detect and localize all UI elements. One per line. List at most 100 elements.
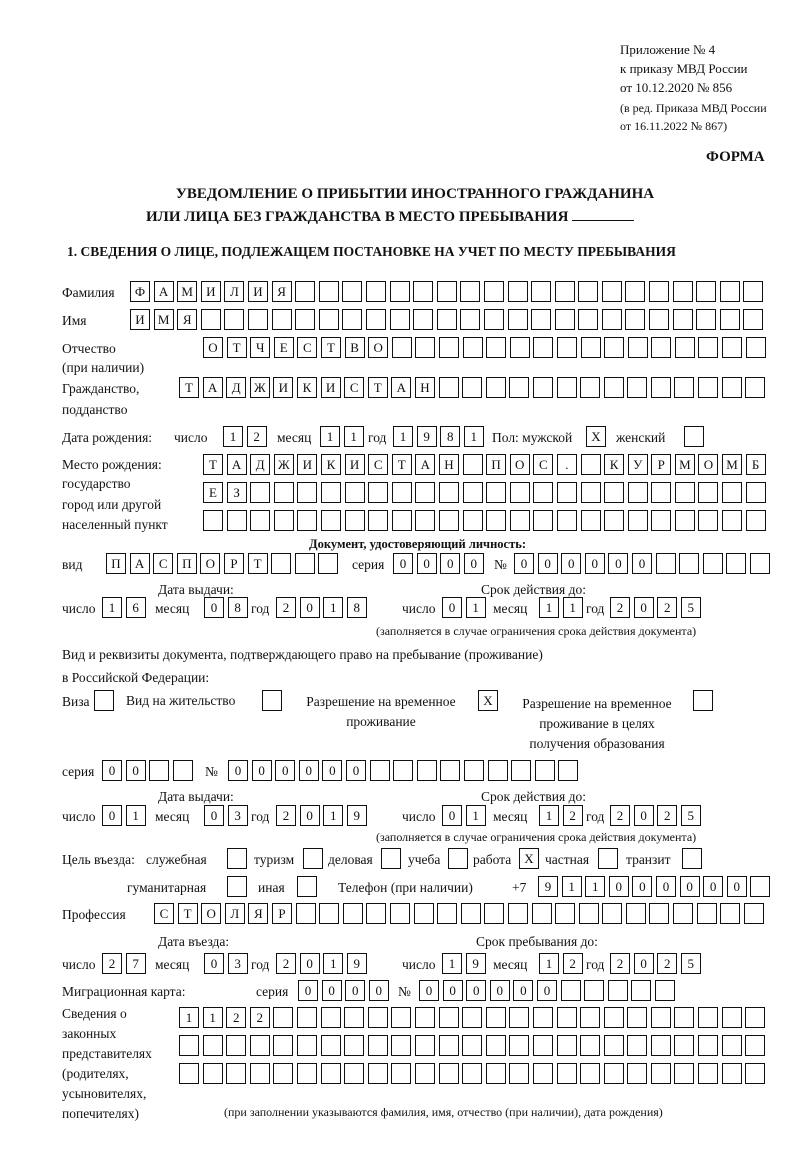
char-cell[interactable]: М bbox=[153, 309, 174, 330]
char-cell[interactable] bbox=[438, 510, 459, 531]
char-cell[interactable]: И bbox=[273, 377, 294, 398]
char-cell[interactable] bbox=[584, 980, 605, 1001]
char-cell[interactable] bbox=[485, 1007, 506, 1028]
char-cell[interactable] bbox=[486, 337, 507, 358]
char-cell[interactable]: 1 bbox=[539, 805, 559, 826]
char-cell[interactable] bbox=[249, 1063, 270, 1084]
char-cell[interactable] bbox=[601, 281, 622, 302]
char-cell[interactable]: 0 bbox=[726, 876, 747, 897]
char-cell[interactable] bbox=[554, 309, 575, 330]
char-cell[interactable] bbox=[391, 1063, 412, 1084]
char-cell[interactable]: П bbox=[176, 553, 197, 574]
char-cell[interactable]: 2 bbox=[562, 953, 583, 974]
char-cell[interactable]: 1 bbox=[223, 426, 243, 447]
checkbox-cell[interactable] bbox=[303, 848, 323, 869]
char-cell[interactable] bbox=[391, 1007, 412, 1028]
char-cell[interactable] bbox=[487, 760, 508, 781]
char-cell[interactable] bbox=[627, 510, 648, 531]
char-cell[interactable] bbox=[558, 760, 579, 781]
char-cell[interactable]: 2 bbox=[249, 1007, 270, 1028]
char-cell[interactable]: 2 bbox=[610, 805, 630, 826]
char-cell[interactable]: 0 bbox=[204, 805, 224, 826]
checkbox-cell[interactable] bbox=[297, 876, 317, 897]
char-cell[interactable] bbox=[745, 1035, 766, 1056]
char-cell[interactable] bbox=[273, 510, 294, 531]
char-cell[interactable]: 3 bbox=[227, 953, 248, 974]
char-cell[interactable] bbox=[533, 482, 554, 503]
char-cell[interactable] bbox=[460, 903, 481, 924]
char-cell[interactable]: А bbox=[153, 281, 174, 302]
char-cell[interactable] bbox=[578, 903, 599, 924]
char-cell[interactable] bbox=[344, 1035, 365, 1056]
char-cell[interactable]: 2 bbox=[102, 953, 122, 974]
char-cell[interactable]: С bbox=[153, 553, 174, 574]
char-cell[interactable]: 1 bbox=[125, 805, 146, 826]
char-cell[interactable]: 1 bbox=[585, 876, 606, 897]
char-cell[interactable] bbox=[580, 1063, 601, 1084]
char-cell[interactable] bbox=[507, 309, 528, 330]
char-cell[interactable]: А bbox=[202, 377, 223, 398]
char-cell[interactable] bbox=[578, 281, 599, 302]
char-cell[interactable]: И bbox=[130, 309, 150, 330]
char-cell[interactable]: 0 bbox=[561, 553, 582, 574]
char-cell[interactable]: 2 bbox=[276, 953, 296, 974]
char-cell[interactable] bbox=[271, 553, 292, 574]
char-cell[interactable] bbox=[556, 337, 577, 358]
char-cell[interactable]: 2 bbox=[610, 597, 630, 618]
char-cell[interactable] bbox=[462, 1007, 483, 1028]
char-cell[interactable] bbox=[560, 980, 581, 1001]
char-cell[interactable]: 0 bbox=[298, 760, 319, 781]
char-cell[interactable]: С bbox=[368, 454, 389, 475]
purpose-work-checkbox[interactable]: X bbox=[519, 848, 539, 869]
char-cell[interactable]: Я bbox=[271, 281, 292, 302]
char-cell[interactable] bbox=[604, 482, 625, 503]
char-cell[interactable]: О bbox=[200, 553, 221, 574]
char-cell[interactable] bbox=[486, 510, 507, 531]
char-cell[interactable] bbox=[483, 309, 504, 330]
char-cell[interactable]: Н bbox=[438, 454, 459, 475]
char-cell[interactable] bbox=[745, 377, 766, 398]
char-cell[interactable] bbox=[743, 903, 764, 924]
char-cell[interactable] bbox=[651, 482, 672, 503]
char-cell[interactable] bbox=[580, 454, 601, 475]
char-cell[interactable]: 9 bbox=[416, 426, 437, 447]
char-cell[interactable]: О bbox=[368, 337, 389, 358]
char-cell[interactable] bbox=[696, 903, 717, 924]
char-cell[interactable]: 1 bbox=[202, 1007, 223, 1028]
char-cell[interactable]: 0 bbox=[655, 876, 676, 897]
char-cell[interactable] bbox=[296, 1063, 317, 1084]
char-cell[interactable] bbox=[627, 482, 648, 503]
char-cell[interactable] bbox=[726, 553, 747, 574]
char-cell[interactable] bbox=[389, 309, 410, 330]
char-cell[interactable]: 1 bbox=[463, 426, 484, 447]
purpose-other-checkbox[interactable] bbox=[297, 876, 317, 897]
char-cell[interactable] bbox=[556, 1007, 577, 1028]
char-cell[interactable] bbox=[460, 309, 481, 330]
char-cell[interactable] bbox=[578, 309, 599, 330]
char-cell[interactable]: Т bbox=[320, 337, 341, 358]
char-cell[interactable] bbox=[296, 1035, 317, 1056]
char-cell[interactable]: 5 bbox=[680, 805, 701, 826]
checkbox-cell[interactable] bbox=[262, 690, 282, 711]
char-cell[interactable] bbox=[320, 510, 341, 531]
char-cell[interactable] bbox=[696, 281, 717, 302]
representatives-field-2[interactable] bbox=[179, 1035, 766, 1056]
char-cell[interactable] bbox=[413, 309, 434, 330]
char-cell[interactable]: Б bbox=[745, 454, 766, 475]
char-cell[interactable] bbox=[721, 1035, 742, 1056]
char-cell[interactable]: 0 bbox=[633, 953, 654, 974]
char-cell[interactable] bbox=[627, 1035, 648, 1056]
char-cell[interactable] bbox=[440, 760, 461, 781]
